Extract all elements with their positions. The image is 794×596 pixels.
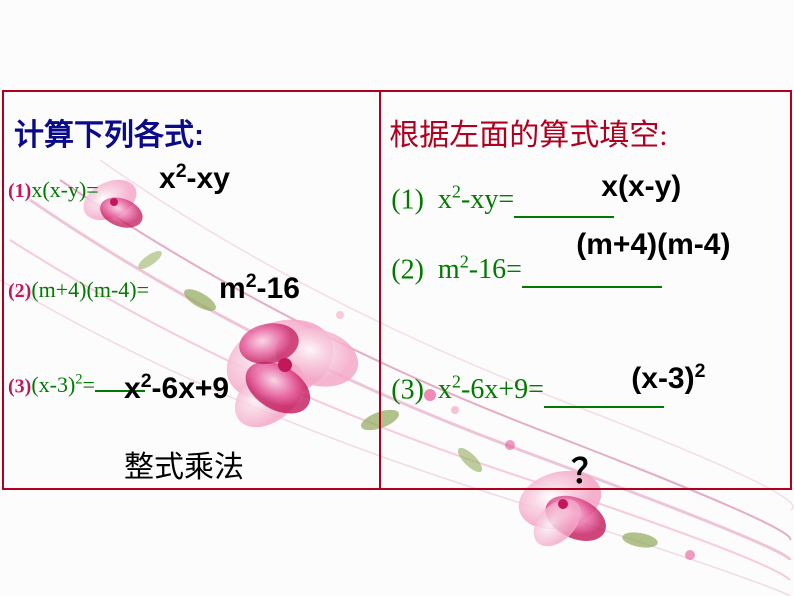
problem-2: (2)(m+4)(m-4)= xyxy=(8,277,149,303)
right-heading: 根据左面的算式填空: xyxy=(389,110,667,154)
rproblem-1-num: (1) xyxy=(391,184,424,215)
problem-1: (1)x(x-y)= xyxy=(8,177,99,203)
problem-1-expr: x(x-y)= xyxy=(31,177,98,202)
problem-3-num: (3) xyxy=(8,375,31,397)
answer-2: m2-16 xyxy=(219,270,300,306)
rproblem-2-num: (2) xyxy=(391,254,424,285)
problem-3-expr: (x-3)2= xyxy=(31,372,95,397)
answer-3: x2-6x+9 xyxy=(124,370,229,406)
problem-1-num: (1) xyxy=(8,180,31,202)
rproblem-1-expr: x2-xy= xyxy=(438,184,514,215)
rproblem-3: (3) x2-6x+9= xyxy=(391,372,664,408)
main-table: 计算下列各式: (1)x(x-y)= x2-xy (2)(m+4)(m-4)= … xyxy=(2,90,792,490)
problem-2-num: (2) xyxy=(8,280,31,302)
ranswer-3: (x-3)2 xyxy=(631,360,705,396)
rproblem-3-num: (3) xyxy=(391,374,424,405)
left-bottom-label: 整式乘法 xyxy=(124,442,244,486)
left-heading: 计算下列各式: xyxy=(14,110,204,154)
rproblem-3-expr: x2-6x+9= xyxy=(438,374,544,405)
right-column: 根据左面的算式填空: (1) x2-xy= x(x-y) (2) m2-16= … xyxy=(381,92,790,488)
left-column: 计算下列各式: (1)x(x-y)= x2-xy (2)(m+4)(m-4)= … xyxy=(4,92,381,488)
right-bottom-label: ？ xyxy=(571,444,605,493)
rproblem-1-blank xyxy=(514,184,614,218)
problem-2-expr: (m+4)(m-4)= xyxy=(31,277,149,302)
ranswer-2: (m+4)(m-4) xyxy=(576,228,730,262)
rproblem-2-expr: m2-16= xyxy=(438,254,522,285)
answer-1: x2-xy xyxy=(159,160,230,196)
ranswer-1: x(x-y) xyxy=(601,170,681,204)
rproblem-1: (1) x2-xy= xyxy=(391,182,614,218)
